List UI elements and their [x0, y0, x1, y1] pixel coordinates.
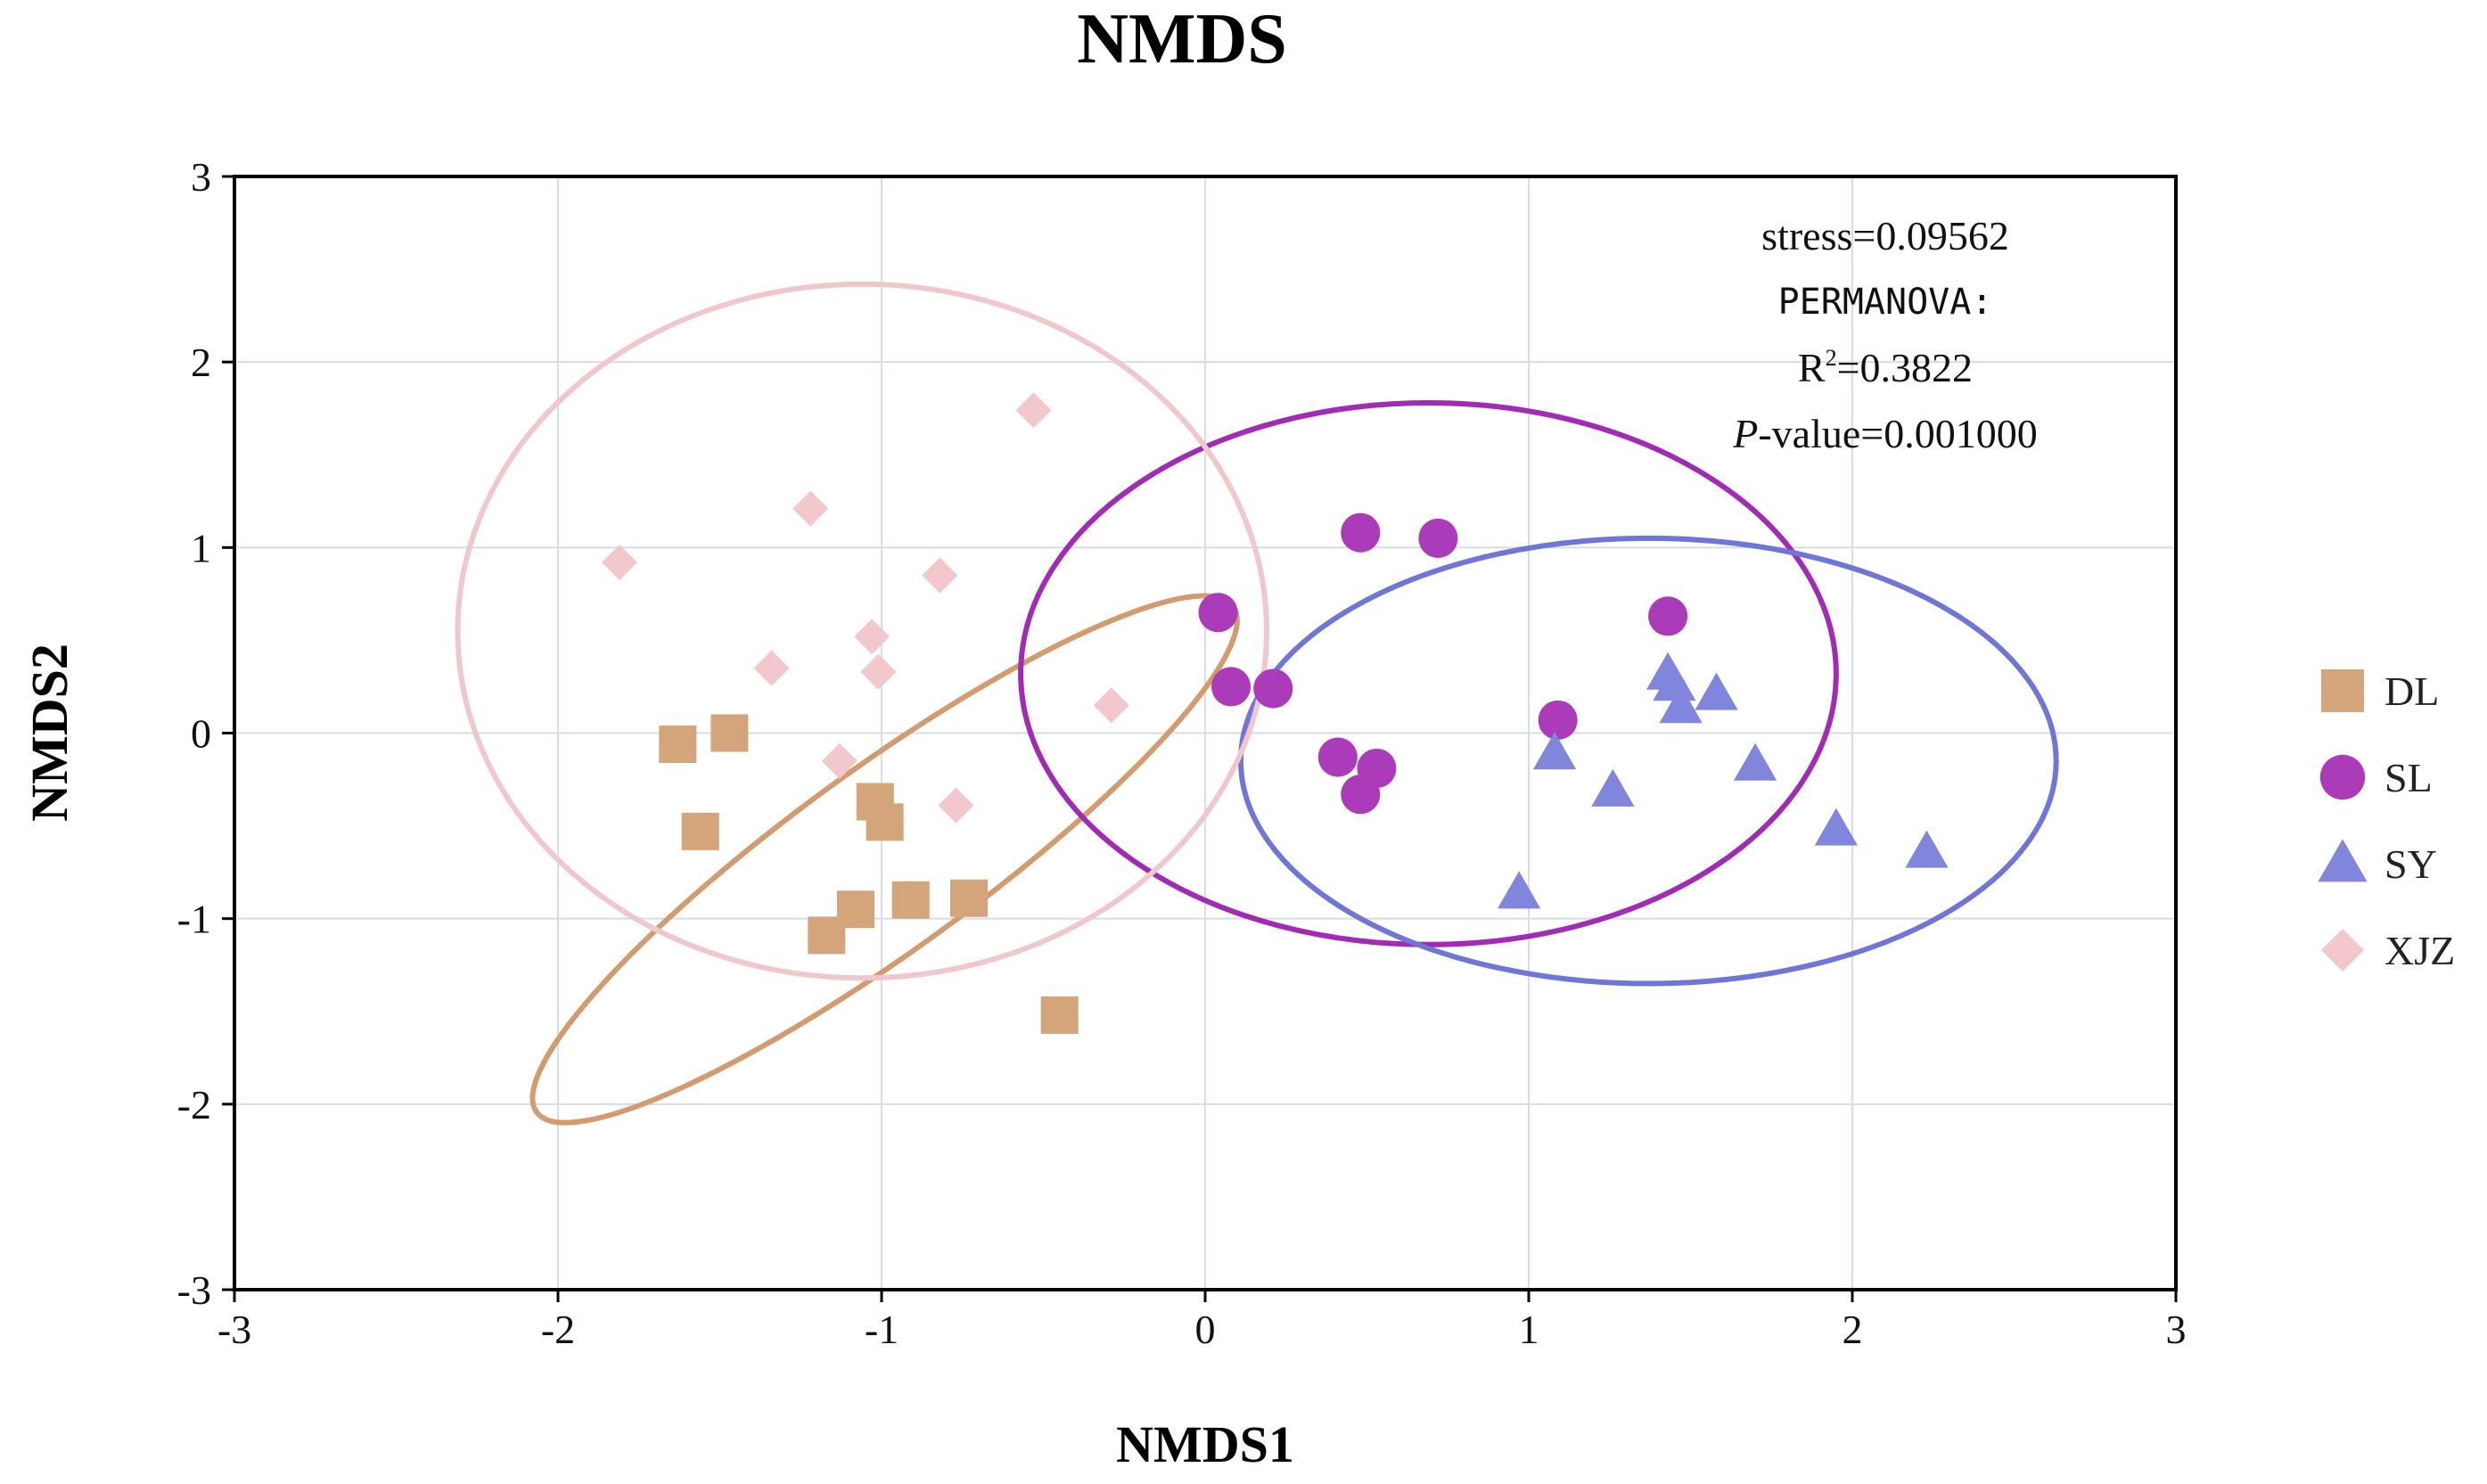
- ellipses: [455, 281, 2059, 1126]
- permanova-annotation: PERMANOVA:: [1778, 282, 1993, 323]
- x-tick-label: 3: [2166, 1307, 2187, 1352]
- x-axis-label: NMDS1: [1116, 1415, 1294, 1473]
- point-sl: [1211, 667, 1252, 707]
- point-xjz: [1093, 687, 1129, 724]
- point-xjz: [938, 787, 974, 824]
- r2-prefix: R: [1798, 345, 1826, 390]
- legend: DL SL SY XJZ: [2318, 668, 2455, 973]
- point-sl: [1317, 737, 1358, 777]
- point-sy: [1733, 742, 1777, 781]
- axis-ticks: -3 -2 -1 0 1 2 3 -3 -2 -1 0 1 2 3: [177, 154, 2187, 1352]
- legend-marker-sl: [2319, 754, 2366, 800]
- y-axis-label: NMDS2: [21, 644, 78, 822]
- stress-annotation: stress=0.09562: [1761, 213, 2009, 258]
- r2-superscript: 2: [1826, 345, 1837, 371]
- x-tick-label: -3: [218, 1307, 251, 1352]
- ellipse-xjz: [455, 281, 1269, 981]
- x-tick-label: -1: [865, 1307, 899, 1352]
- legend-label-xjz: XJZ: [2384, 928, 2455, 973]
- r2-value: =0.3822: [1837, 345, 1973, 390]
- point-sl: [1648, 596, 1688, 636]
- point-sl: [1538, 700, 1578, 740]
- point-sl: [1341, 775, 1381, 815]
- point-xjz: [854, 619, 891, 655]
- point-xjz: [922, 557, 958, 594]
- point-dl: [659, 725, 697, 763]
- point-dl: [808, 916, 846, 955]
- point-xjz: [792, 490, 829, 527]
- legend-marker-xjz: [2321, 929, 2364, 972]
- legend-label-dl: DL: [2384, 668, 2439, 714]
- grid-lines: [234, 176, 2176, 1290]
- point-sy: [1659, 685, 1703, 724]
- point-sl: [1253, 668, 1293, 709]
- r-squared-annotation: R2=0.3822: [1798, 345, 1973, 390]
- y-tick-label: 2: [191, 340, 211, 385]
- point-dl: [1040, 996, 1079, 1034]
- point-sl: [1341, 512, 1381, 553]
- point-dl: [891, 881, 930, 919]
- point-dl: [710, 714, 749, 752]
- point-sy: [1905, 830, 1949, 868]
- point-sl: [1418, 518, 1458, 558]
- y-tick-label: 1: [191, 525, 211, 570]
- point-xjz: [753, 650, 790, 686]
- point-sl: [1198, 593, 1238, 633]
- p-italic: P: [1732, 411, 1758, 456]
- point-dl: [866, 803, 904, 841]
- x-tick-label: 1: [1519, 1307, 1539, 1352]
- data-points: [601, 392, 1949, 1034]
- point-sy: [1591, 768, 1635, 807]
- point-xjz: [601, 544, 637, 580]
- p-value-text: -value=0.001000: [1758, 411, 2037, 456]
- point-dl: [681, 812, 719, 850]
- point-sy: [1497, 871, 1541, 909]
- p-value-annotation: P-value=0.001000: [1732, 411, 2037, 456]
- point-sy: [1814, 808, 1858, 846]
- x-tick-label: 2: [1843, 1307, 1863, 1352]
- y-tick-label: -3: [177, 1267, 211, 1313]
- point-xjz: [860, 653, 897, 690]
- y-tick-label: -2: [177, 1082, 211, 1127]
- ellipse-sl: [1018, 399, 1839, 947]
- x-tick-label: 0: [1195, 1307, 1216, 1352]
- y-tick-label: -1: [177, 897, 211, 942]
- legend-label-sl: SL: [2384, 755, 2433, 800]
- y-tick-label: 0: [191, 711, 211, 757]
- point-xjz: [1015, 392, 1052, 429]
- point-sy: [1695, 672, 1738, 710]
- point-xjz: [821, 742, 858, 779]
- point-sy: [1653, 663, 1696, 701]
- legend-marker-sy: [2318, 839, 2368, 882]
- legend-marker-dl: [2321, 669, 2364, 712]
- point-sy: [1532, 732, 1577, 770]
- ellipse-sy: [1237, 535, 2059, 987]
- legend-label-sy: SY: [2384, 841, 2437, 887]
- point-dl: [950, 879, 989, 917]
- y-tick-label: 3: [191, 154, 211, 200]
- x-tick-label: -2: [541, 1307, 575, 1352]
- chart-title: NMDS: [1077, 0, 1287, 78]
